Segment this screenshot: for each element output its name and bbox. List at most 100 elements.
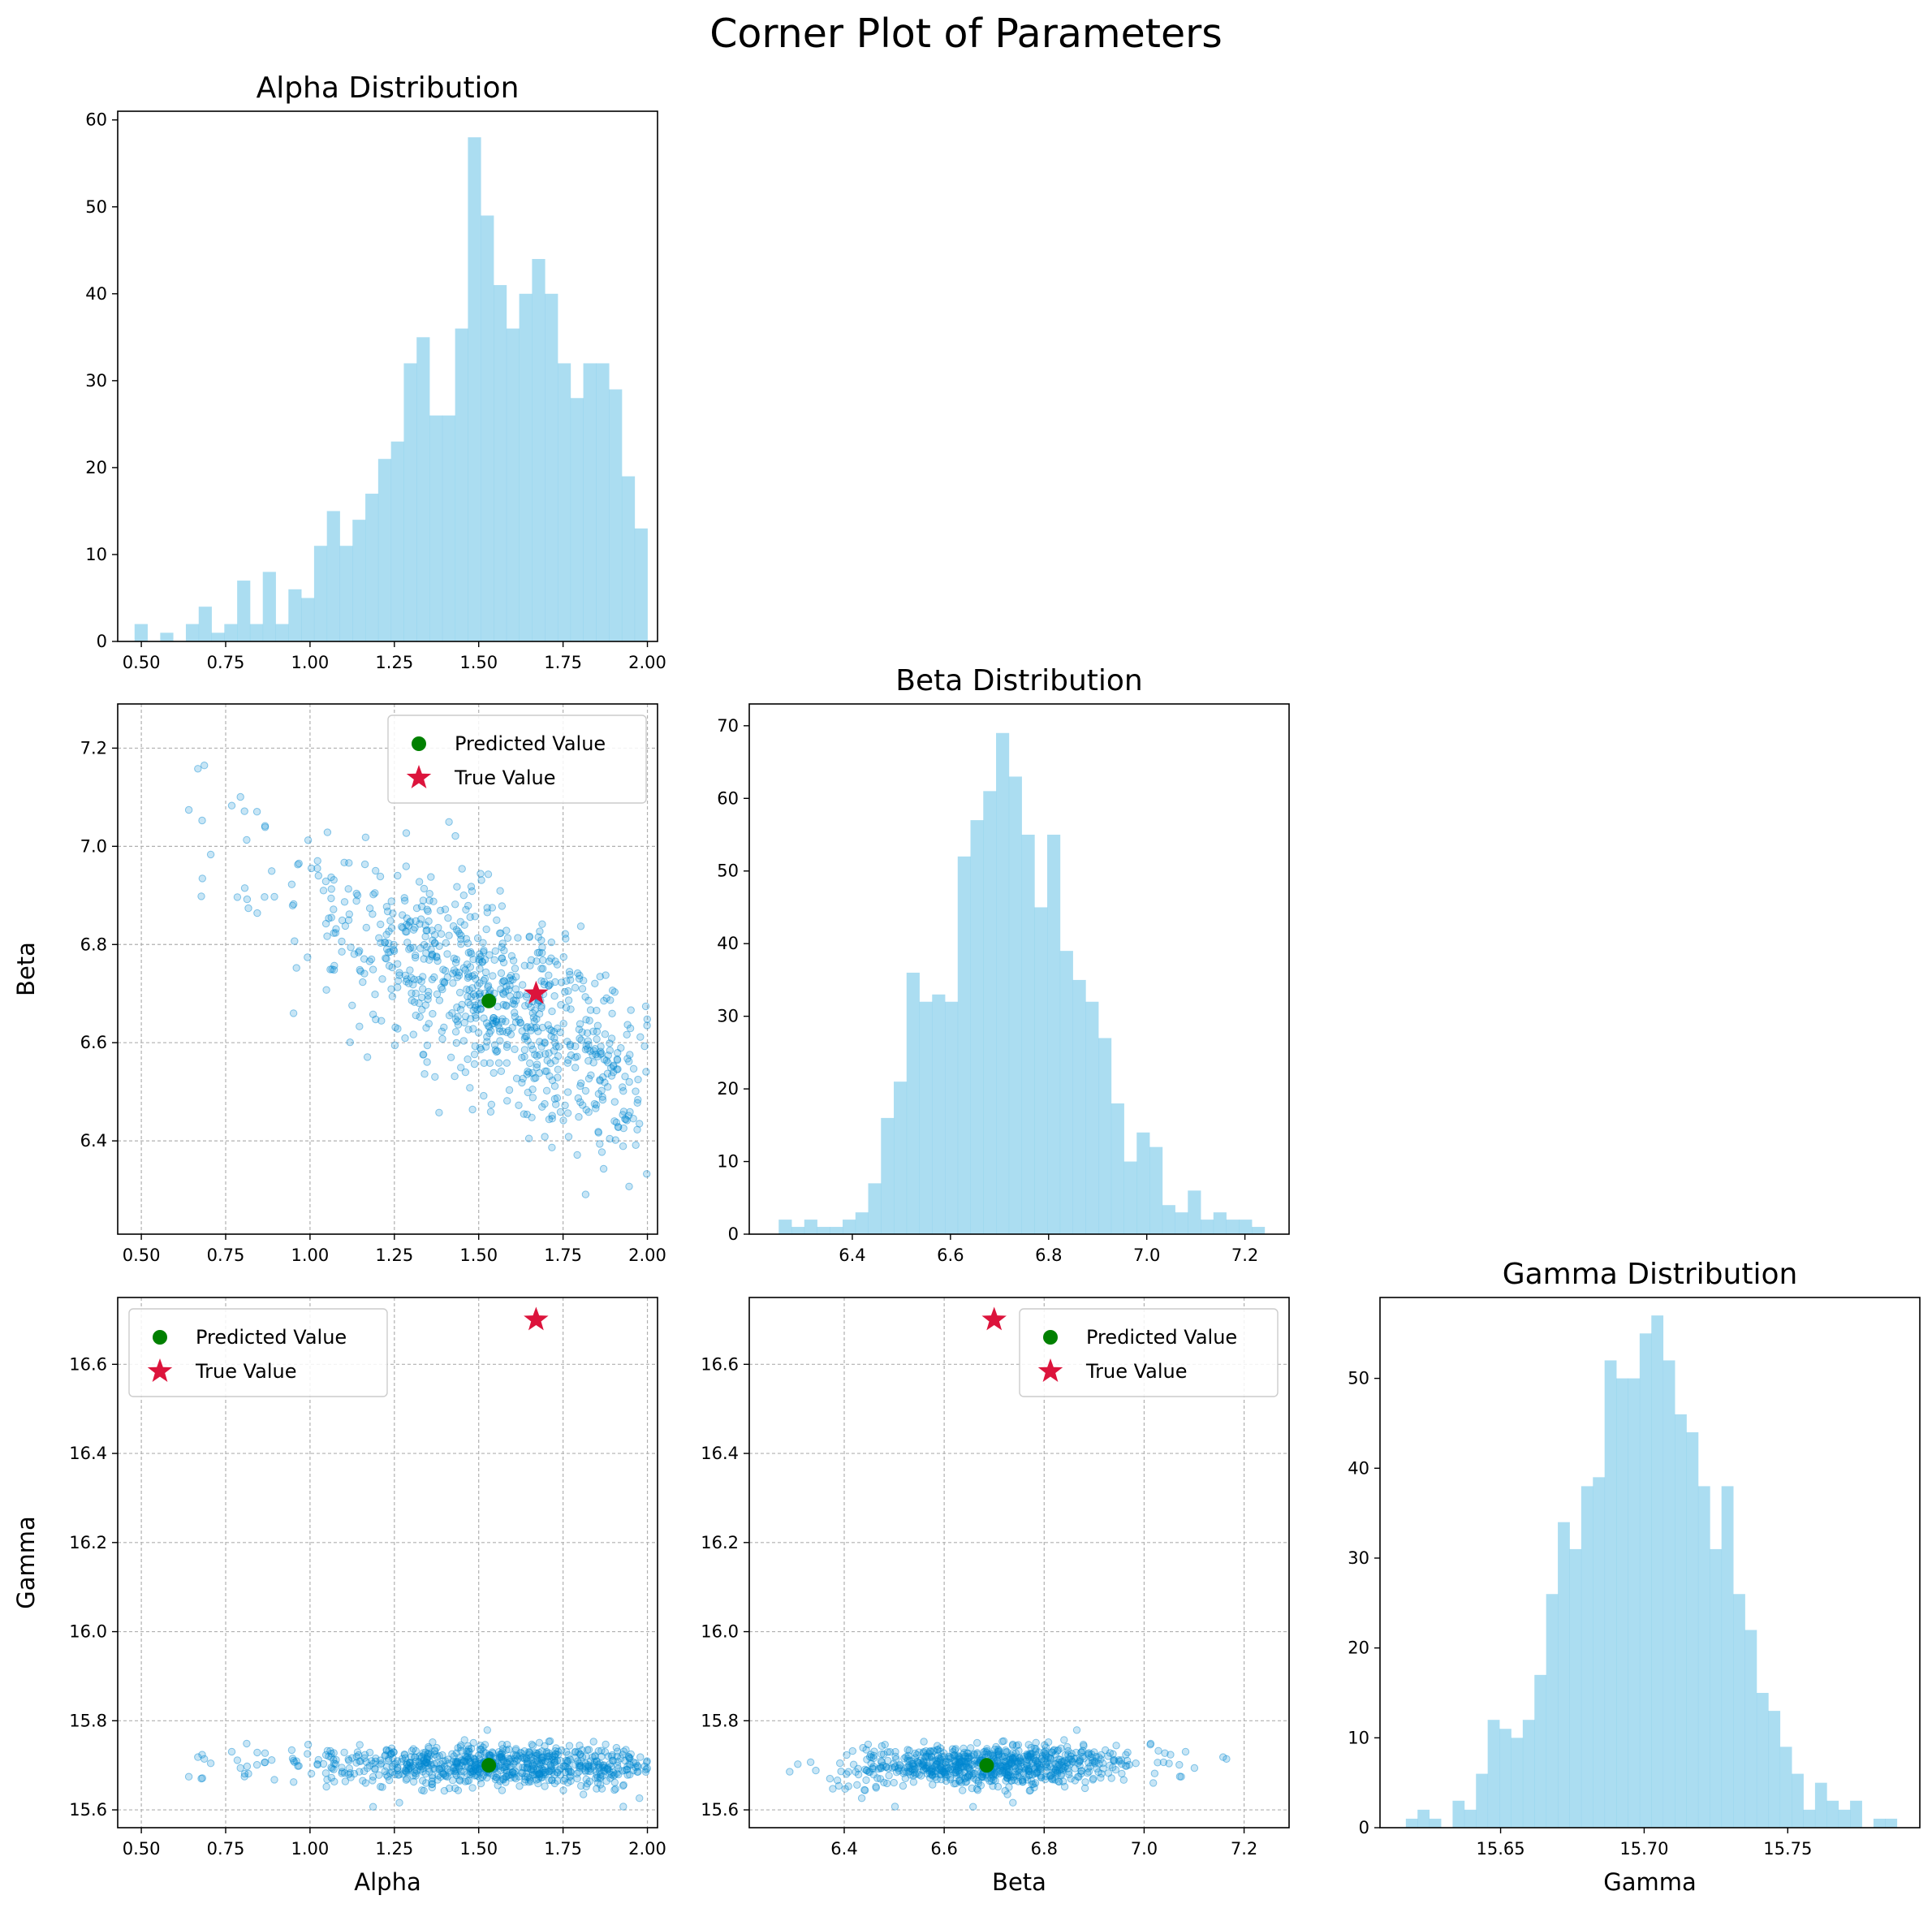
sample-point: [623, 1030, 631, 1039]
histogram-bar: [1616, 1378, 1628, 1828]
sample-point: [289, 1009, 298, 1017]
sample-point: [287, 1746, 296, 1755]
sample-point: [551, 1056, 559, 1065]
sample-point: [198, 816, 206, 825]
sample-point: [643, 1758, 651, 1767]
sample-point: [582, 1106, 590, 1114]
sample-point: [363, 1053, 372, 1061]
histogram-bar: [1188, 1190, 1201, 1234]
sample-point: [467, 950, 476, 958]
sample-point: [502, 1772, 510, 1781]
sample-point: [480, 946, 488, 955]
sample-point: [469, 1738, 477, 1747]
sample-point: [440, 1770, 448, 1778]
sample-point: [429, 1009, 437, 1018]
sample-point: [422, 926, 430, 935]
histogram-bar: [1252, 1227, 1266, 1234]
sample-point: [519, 981, 527, 989]
sample-point: [395, 1771, 403, 1779]
sample-point: [454, 1786, 463, 1794]
sample-point: [1118, 1769, 1126, 1778]
sample-point: [399, 923, 407, 932]
sample-point: [268, 867, 276, 875]
sample-point: [304, 953, 312, 961]
sample-point: [561, 987, 569, 996]
sample-point: [593, 1027, 602, 1036]
sample-point: [511, 1012, 520, 1021]
sample-point: [541, 1768, 549, 1777]
sample-point: [613, 1055, 621, 1064]
sample-point: [471, 1042, 479, 1051]
sample-point: [619, 1142, 627, 1151]
sample-point: [543, 1056, 551, 1064]
sample-point: [592, 1104, 600, 1112]
sample-point: [563, 1764, 572, 1772]
sample-point: [794, 1760, 802, 1768]
histogram-bar: [634, 528, 648, 641]
sample-point: [1067, 1775, 1075, 1783]
sample-point: [478, 1773, 486, 1781]
sample-point: [471, 1755, 479, 1764]
sample-point: [575, 974, 584, 983]
sample-point: [243, 1762, 252, 1771]
sample-point: [227, 801, 236, 810]
sample-point: [464, 992, 472, 1000]
histogram-bar: [1675, 1414, 1687, 1828]
sample-point: [290, 1778, 298, 1786]
sample-point: [608, 987, 617, 995]
sample-point: [625, 1057, 633, 1066]
sample-point: [548, 1112, 556, 1120]
sample-point: [520, 961, 528, 969]
sample-point: [453, 1003, 461, 1012]
histogram-bar: [1604, 1360, 1617, 1828]
sample-point: [498, 954, 507, 962]
sample-point: [564, 1056, 572, 1064]
sample-point: [331, 929, 340, 937]
sample-point: [402, 1759, 411, 1767]
sample-point: [593, 1006, 601, 1015]
histogram-bar: [301, 598, 315, 641]
sample-point: [427, 945, 435, 953]
sample-point: [451, 1759, 460, 1767]
sample-point: [384, 1756, 393, 1765]
sample-point: [559, 1116, 567, 1125]
sample-point: [492, 1017, 500, 1025]
sample-point: [417, 993, 426, 1002]
sample-point: [496, 887, 504, 895]
sample-point: [450, 954, 458, 963]
sample-point: [642, 1765, 650, 1774]
sample-point: [437, 1764, 446, 1772]
sample-point: [545, 1115, 554, 1124]
x-tick-label: 2.00: [628, 1246, 666, 1265]
histogram-bar: [1123, 1161, 1137, 1234]
sample-point: [584, 1762, 593, 1771]
sample-point: [883, 1779, 891, 1788]
histogram-bar: [1059, 951, 1073, 1234]
sample-point: [456, 1742, 464, 1751]
sample-point: [575, 1759, 584, 1768]
sample-point: [472, 1011, 480, 1019]
sample-point: [482, 925, 490, 934]
sample-point: [499, 958, 508, 967]
sample-point: [360, 860, 369, 869]
sample-point: [429, 1774, 437, 1782]
sample-point: [455, 930, 464, 938]
sample-point: [405, 945, 413, 953]
sample-point: [592, 1101, 601, 1109]
sample-point: [395, 1798, 403, 1807]
sample-point: [390, 1041, 399, 1050]
sample-point: [435, 996, 444, 1004]
sample-point: [571, 1754, 580, 1762]
sample-point: [1119, 1776, 1128, 1784]
sample-point: [554, 1065, 563, 1073]
sample-point: [515, 1101, 523, 1110]
sample-point: [361, 1779, 370, 1787]
sample-point: [240, 1772, 248, 1781]
sample-point: [1037, 1755, 1046, 1763]
sample-point: [429, 1738, 437, 1746]
sample-point: [423, 1058, 431, 1066]
sample-point: [1181, 1747, 1190, 1756]
sample-point: [323, 828, 332, 836]
sample-point: [837, 1768, 845, 1776]
